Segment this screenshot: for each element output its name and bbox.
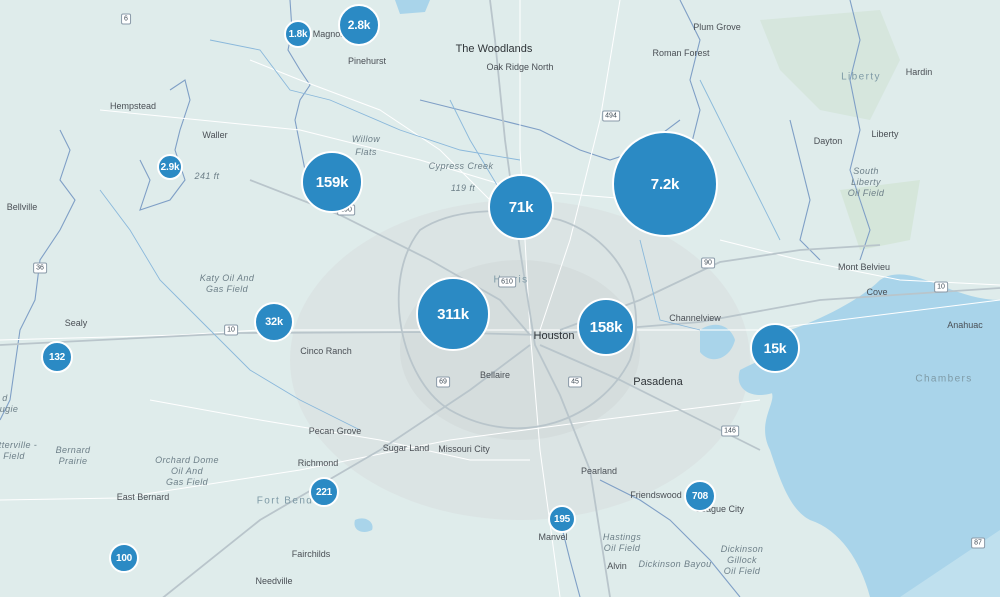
place-label-waller: Waller (202, 130, 228, 140)
place-label-cypress-creek: Cypress Creek (428, 161, 494, 171)
galveston-bay (765, 274, 1000, 597)
highway-shield-icon-146: 146 (721, 425, 739, 437)
cluster-magnolia-2-8k[interactable]: 2.8k (338, 4, 380, 46)
place-label-willow: Willow (351, 134, 381, 144)
place-label-katy-oil-and: Katy Oil And (199, 273, 255, 283)
cluster-humble-7-2k[interactable]: 7.2k (612, 131, 718, 237)
place-label-roman-forest: Roman Forest (652, 48, 710, 58)
cluster-league-city-708[interactable]: 708 (684, 480, 716, 512)
place-label-terville: tterville - (0, 440, 38, 450)
place-label-south: South (853, 166, 879, 176)
place-label-fairchilds: Fairchilds (291, 549, 331, 559)
place-label-chambers: Chambers (915, 373, 973, 385)
place-label-flats: Flats (355, 147, 377, 157)
county-lines (0, 0, 871, 597)
place-label-richmond: Richmond (297, 458, 339, 468)
highway-shield-icon-45: 45 (568, 376, 582, 388)
forest-patch (840, 180, 920, 250)
place-label-d-edge: d (2, 393, 8, 403)
place-label-mont-belvieu: Mont Belvieu (837, 262, 891, 272)
place-label-east-bernard: East Bernard (116, 492, 170, 502)
place-label-gillock: Gillock (727, 555, 757, 565)
place-label-hempstead: Hempstead (109, 101, 157, 111)
cluster-magnolia-1-8k[interactable]: 1.8k (284, 20, 312, 48)
place-label-fort-bend: Fort Bend (256, 495, 314, 507)
place-label-orchard-dome: Orchard Dome (155, 455, 219, 465)
lake (395, 0, 430, 14)
place-label-pecan-grove: Pecan Grove (308, 426, 362, 436)
lake (354, 518, 373, 532)
place-label-sealy: Sealy (64, 318, 88, 328)
place-label-plum-grove: Plum Grove (693, 22, 741, 32)
highway-shield-icon-10-west: 10 (224, 324, 238, 336)
cluster-waller-2-9k[interactable]: 2.9k (157, 154, 183, 180)
place-label-bernard: Bernard (55, 445, 91, 455)
place-label-prairie: Prairie (58, 456, 88, 466)
highway-shield-icon-90: 90 (701, 257, 715, 269)
place-label-houston: Houston (533, 330, 575, 342)
place-label-manvel: Manvel (538, 532, 568, 542)
cluster-north-71k[interactable]: 71k (488, 174, 554, 240)
place-label-oak-ridge-north: Oak Ridge North (486, 62, 554, 72)
place-label-elev-241: 241 ft (194, 171, 220, 181)
place-label-ugie: ugie (0, 404, 19, 414)
place-label-alvin: Alvin (607, 561, 627, 571)
forest-patch (760, 10, 900, 120)
place-label-oil-field-liberty: Oil Field (847, 188, 885, 198)
lake (700, 324, 735, 360)
place-label-dayton: Dayton (813, 136, 843, 146)
place-label-cove: Cove (866, 287, 888, 297)
place-label-bellville: Bellville (6, 202, 38, 212)
place-label-oil-and: Oil And (171, 466, 203, 476)
place-label-anahuac: Anahuac (947, 320, 983, 330)
place-label-hardin: Hardin (905, 67, 933, 77)
highway-shield-icon-10-east: 10 (934, 281, 948, 293)
place-label-pearland: Pearland (580, 466, 618, 476)
place-label-league-city: League City (695, 504, 745, 514)
place-label-gas-field-orchard: Gas Field (165, 477, 209, 487)
place-label-sugar-land: Sugar Land (382, 443, 430, 453)
place-label-friendswood: Friendswood (630, 490, 682, 500)
highway-shield-icon-69: 69 (436, 376, 450, 388)
place-label-the-woodlands: The Woodlands (455, 43, 533, 55)
place-label-cinco-ranch: Cinco Ranch (300, 346, 352, 356)
place-label-pasadena: Pasadena (633, 376, 683, 388)
cluster-west-houston-311k[interactable]: 311k (416, 277, 490, 351)
highway-shield-icon-494: 494 (602, 110, 620, 122)
highway-shield-icon-610: 610 (498, 276, 516, 288)
cluster-katy-32k[interactable]: 32k (254, 302, 294, 342)
highway-shield-icon-6: 6 (121, 13, 131, 25)
cluster-cypress-159k[interactable]: 159k (301, 151, 363, 213)
highway-shield-icon-36: 36 (33, 262, 47, 274)
cluster-wharton-100[interactable]: 100 (109, 543, 139, 573)
place-label-liberty-of: Liberty (851, 177, 881, 187)
cluster-east-houston-158k[interactable]: 158k (577, 298, 635, 356)
highway-shield-icon-87: 87 (971, 537, 985, 549)
place-label-bellaire: Bellaire (479, 370, 511, 380)
place-label-liberty-region: Liberty (841, 71, 881, 83)
place-label-gas-field-katy: Gas Field (205, 284, 249, 294)
place-label-channelview: Channelview (669, 313, 721, 323)
place-label-liberty-city: Liberty (871, 129, 899, 139)
place-label-needville: Needville (255, 576, 293, 586)
place-label-oil-field-dickinson: Oil Field (723, 566, 761, 576)
lake (919, 298, 942, 325)
place-label-pinehurst: Pinehurst (347, 56, 387, 66)
place-label-dickinson: Dickinson (720, 544, 764, 554)
place-label-oil-field-hastings: Oil Field (603, 543, 641, 553)
cluster-richmond-221[interactable]: 221 (309, 477, 339, 507)
place-label-magnolia: Magnolia (312, 29, 350, 39)
place-label-field-edge: Field (3, 451, 25, 461)
place-label-dickinson-bayou: Dickinson Bayou (638, 559, 712, 569)
cluster-manvel-195[interactable]: 195 (548, 505, 576, 533)
place-label-elev-119: 119 ft (450, 183, 476, 193)
cluster-baytown-15k[interactable]: 15k (750, 323, 800, 373)
cluster-sealy-132[interactable]: 132 (41, 341, 73, 373)
place-label-missouri-city: Missouri City (438, 444, 490, 454)
place-label-hastings: Hastings (602, 532, 642, 542)
